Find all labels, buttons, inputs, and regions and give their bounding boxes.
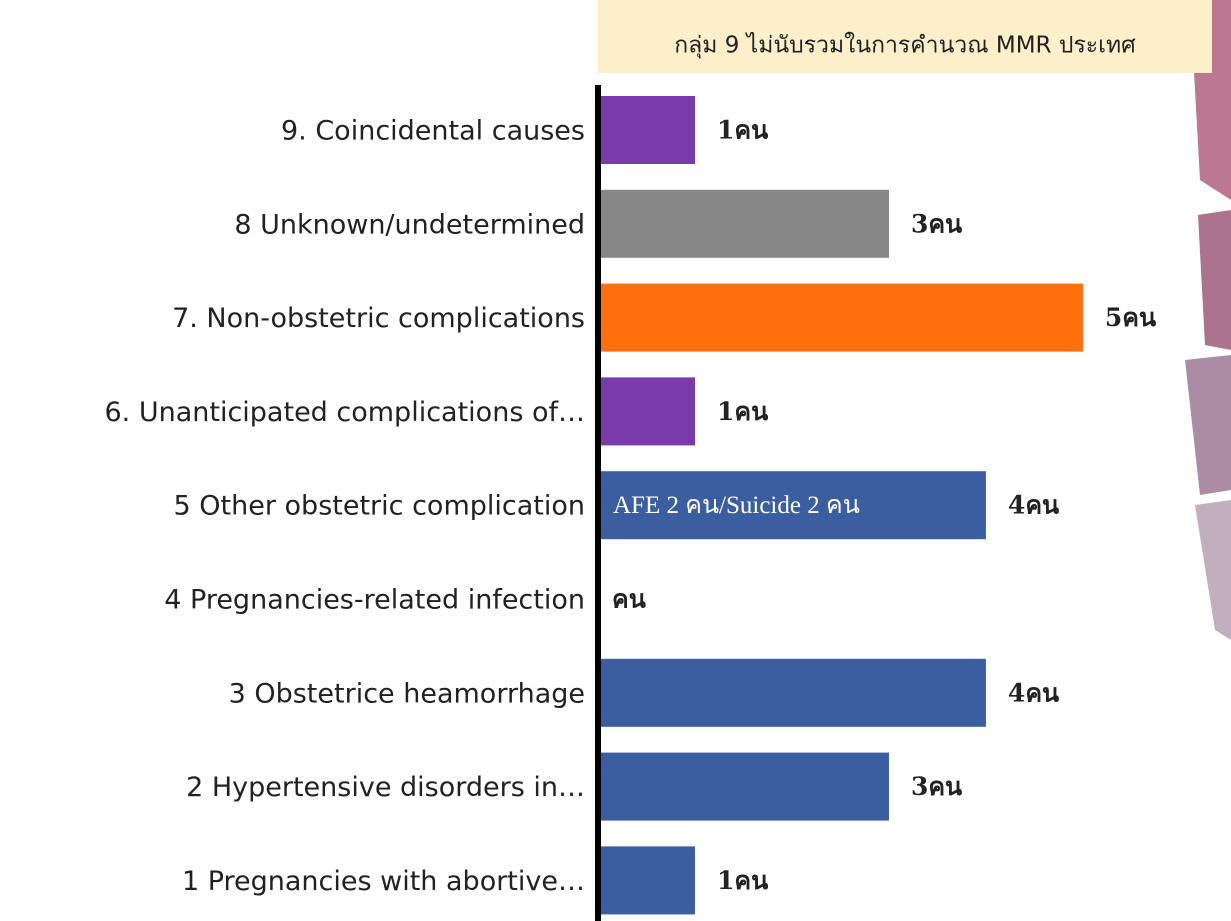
y-tick-label: 3 Obstetrice heamorrhage [229,678,585,709]
y-tick-label: 5 Other obstetric complication [174,491,585,522]
bar [598,659,986,727]
data-label: 4คน [1008,491,1059,520]
y-tick-label: 2 Hypertensive disorders in… [186,772,585,803]
data-label: 1คน [717,397,768,426]
plot-area: 9. Coincidental causes 1คน 8 Unknown/undet… [104,96,1156,914]
data-label: 1คน [717,866,768,895]
y-tick-label: 4 Pregnancies-related infection [164,585,585,616]
y-tick-label: 7. Non-obstetric complications [172,303,585,334]
bar [598,846,695,914]
bar [598,377,695,445]
y-tick-label: 8 Unknown/undetermined [234,209,585,240]
y-tick-label: 1 Pregnancies with abortive… [182,866,585,897]
bar-annotation: AFE 2 คน/Suicide 2 คน [613,492,860,519]
annotation: กลุ่ม 9 ไม่นับรวมในการคำนวณ MMR ประเทศ [674,32,1136,59]
chart: กลุ่ม 9 ไม่นับรวมในการคำนวณ MMR ประเทศ 9… [0,0,1231,921]
data-label: คน [612,585,646,614]
bar [598,753,889,821]
bar [598,284,1083,352]
decoration [1185,0,1231,640]
y-tick-label: 6. Unanticipated complications of… [104,397,585,428]
data-label: 3คน [911,772,962,801]
y-tick-label: 9. Coincidental causes [281,116,585,147]
data-label: 3คน [911,209,962,238]
bar [598,190,889,258]
data-label: 5คน [1105,303,1156,332]
data-label: 1คน [717,116,768,145]
bar [598,96,695,164]
data-label: 4คน [1008,678,1059,707]
